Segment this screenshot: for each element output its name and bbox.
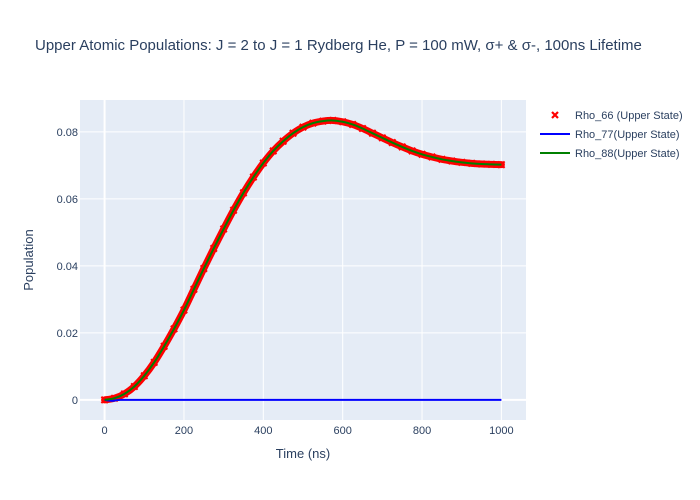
x-tick-label: 600 [334, 425, 352, 437]
legend[interactable]: Rho_66 (Upper State) Rho_77(Upper State) R… [540, 110, 683, 160]
legend-marker-x-icon [551, 111, 559, 119]
x-tick-label: 1000 [489, 425, 513, 437]
y-tick-label: 0.02 [57, 328, 78, 340]
legend-label: Rho_88(Upper State) [575, 148, 680, 160]
legend-item[interactable]: Rho_66 (Upper State) [551, 110, 683, 122]
legend-item[interactable]: Rho_77(Upper State) [540, 129, 680, 141]
x-axis-title: Time (ns) [276, 446, 330, 461]
y-tick-label: 0.08 [57, 127, 78, 139]
x-tick-label: 800 [413, 425, 431, 437]
x-tick-label: 0 [102, 425, 108, 437]
legend-label: Rho_77(Upper State) [575, 129, 680, 141]
axis-ticks: 0 200 400 600 800 1000 0 0.02 0.04 0.06 0.08 [57, 127, 514, 437]
y-axis-title: Population [21, 229, 36, 290]
legend-item[interactable]: Rho_88(Upper State) [540, 148, 680, 160]
y-tick-label: 0.04 [57, 261, 78, 273]
y-tick-label: 0 [72, 395, 78, 407]
series-rho-77-line [104, 398, 502, 402]
x-tick-label: 200 [175, 425, 193, 437]
series-layer [100, 116, 506, 404]
chart-title: Upper Atomic Populations: J = 2 to J = 1… [35, 37, 642, 54]
y-tick-label: 0.06 [57, 194, 78, 206]
x-tick-label: 400 [254, 425, 272, 437]
legend-label: Rho_66 (Upper State) [575, 110, 683, 122]
series-rho-88-line [104, 119, 502, 401]
